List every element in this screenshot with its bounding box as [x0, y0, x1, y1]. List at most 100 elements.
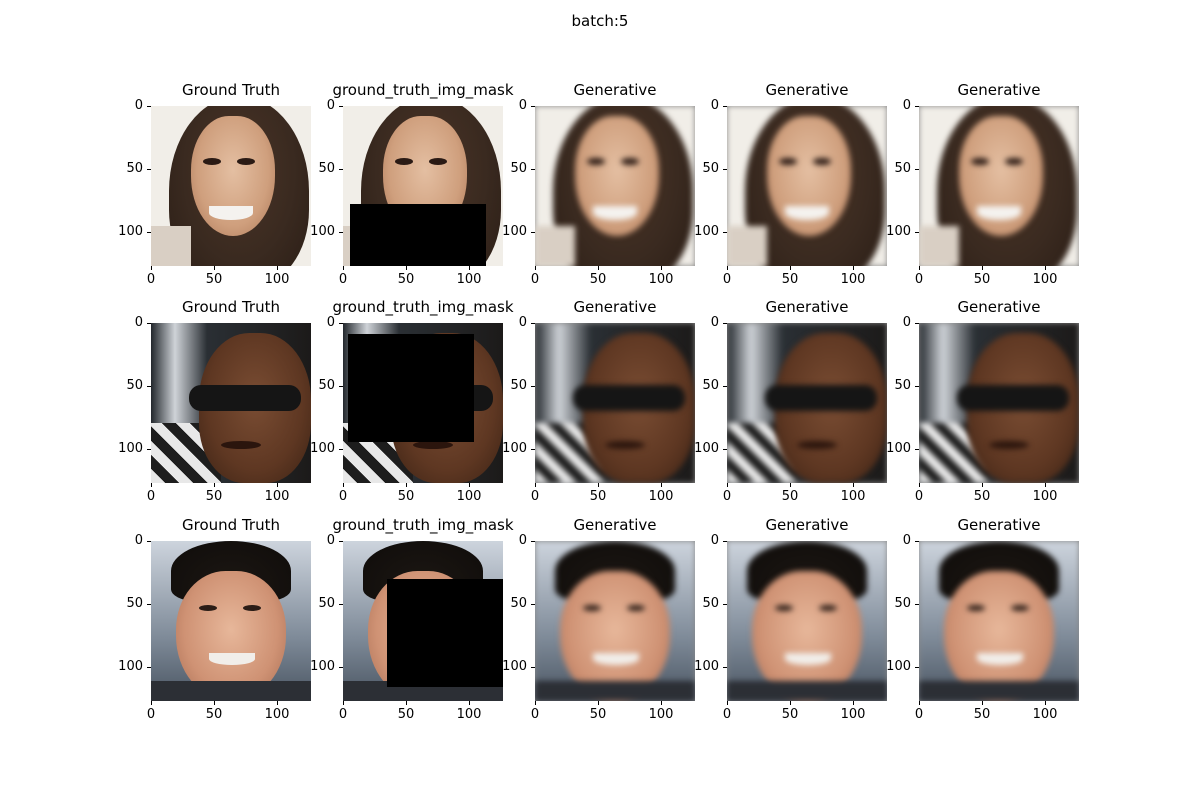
image-region: [621, 158, 639, 165]
image-region: [1011, 605, 1029, 611]
subplot-panel: ground_truth_img_mask 0 50 100 0 50 100: [310, 298, 513, 504]
y-tick-label: 0: [497, 315, 535, 330]
subplot-title: Generative: [957, 81, 1041, 99]
image-region: [752, 571, 862, 701]
y-tick-label: 50: [113, 596, 151, 611]
x-tick-label: 50: [962, 701, 1002, 722]
y-tick-label: 0: [305, 533, 343, 548]
subplot-panel: Ground Truth 0 50 100 0 50 100: [118, 81, 311, 287]
image-region: [243, 605, 261, 611]
subplot-title: ground_truth_img_mask: [332, 516, 514, 534]
face-image: [343, 541, 503, 701]
image-region: [209, 653, 255, 665]
x-tick-label: 50: [770, 483, 810, 504]
x-tick-label: 0: [899, 483, 939, 504]
y-tick-label: 0: [113, 315, 151, 330]
face-image: [343, 323, 503, 483]
x-tick-label: 0: [131, 266, 171, 287]
x-tick-label: 50: [578, 701, 618, 722]
image-region: [605, 441, 645, 449]
subplot-panel: ground_truth_img_mask 0 50 100 0 50 100: [310, 516, 513, 722]
subplot-title: Ground Truth: [182, 81, 280, 99]
image-region: [957, 385, 1069, 411]
face-image: [151, 323, 311, 483]
x-tick-label: 50: [194, 701, 234, 722]
y-tick-label: 100: [305, 441, 343, 456]
y-tick-label: 100: [689, 224, 727, 239]
y-tick-label: 100: [113, 224, 151, 239]
y-tick-label: 50: [689, 378, 727, 393]
y-tick-label: 0: [305, 315, 343, 330]
image-region: [967, 605, 985, 611]
y-tick-label: 100: [689, 441, 727, 456]
x-tick-label: 100: [833, 483, 873, 504]
image-region: [221, 441, 261, 449]
y-tick-label: 50: [305, 161, 343, 176]
y-tick-label: 0: [881, 533, 919, 548]
x-tick-label: 50: [770, 266, 810, 287]
subplot-panel: Generative 0 50 100 0 50 100: [886, 81, 1079, 287]
face-image: [151, 541, 311, 701]
subplot-title: Generative: [765, 81, 849, 99]
image-region: [1005, 158, 1023, 165]
x-tick-label: 0: [515, 701, 555, 722]
subplot-title: Generative: [573, 298, 657, 316]
image-region: [429, 158, 447, 165]
image-region: [785, 653, 831, 665]
subplot-panel: Ground Truth 0 50 100 0 50 100: [118, 516, 311, 722]
x-tick-label: 50: [962, 483, 1002, 504]
image-region: [573, 385, 685, 411]
image-region: [727, 226, 767, 266]
image-region: [919, 681, 1079, 701]
x-tick-label: 50: [386, 266, 426, 287]
subplot-panel: ground_truth_img_mask 0 50 100 0 50 100: [310, 81, 513, 287]
subplot-title: ground_truth_img_mask: [332, 81, 514, 99]
y-tick-label: 0: [689, 315, 727, 330]
y-tick-label: 0: [113, 533, 151, 548]
image-region: [797, 441, 837, 449]
x-tick-label: 0: [323, 266, 363, 287]
y-tick-label: 0: [881, 98, 919, 113]
x-tick-label: 0: [707, 266, 747, 287]
y-tick-label: 50: [689, 161, 727, 176]
image-region: [971, 158, 989, 165]
subplot-panel: Generative 0 50 100 0 50 100: [502, 81, 695, 287]
subplot-panel: Generative 0 50 100 0 50 100: [886, 298, 1079, 504]
image-region: [989, 441, 1029, 449]
face-image: [919, 323, 1079, 483]
subplot-panel: Generative 0 50 100 0 50 100: [694, 298, 887, 504]
image-region: [977, 206, 1021, 220]
subplot-title: ground_truth_img_mask: [332, 298, 514, 316]
image-region: [199, 605, 217, 611]
image-region: [765, 385, 877, 411]
occlusion-mask: [348, 334, 474, 442]
x-tick-label: 0: [323, 701, 363, 722]
y-tick-label: 100: [881, 224, 919, 239]
image-region: [151, 681, 311, 701]
subplot-panel: Generative 0 50 100 0 50 100: [886, 516, 1079, 722]
y-tick-label: 100: [881, 441, 919, 456]
x-tick-label: 50: [386, 483, 426, 504]
face-image: [919, 106, 1079, 266]
y-tick-label: 0: [881, 315, 919, 330]
y-tick-label: 100: [305, 659, 343, 674]
y-tick-label: 0: [497, 98, 535, 113]
image-region: [813, 158, 831, 165]
y-tick-label: 100: [113, 659, 151, 674]
y-tick-label: 50: [881, 378, 919, 393]
y-tick-label: 100: [881, 659, 919, 674]
subplot-title: Generative: [573, 516, 657, 534]
x-tick-label: 0: [515, 483, 555, 504]
image-region: [593, 653, 639, 665]
y-tick-label: 0: [113, 98, 151, 113]
face-image: [535, 106, 695, 266]
x-tick-label: 50: [194, 483, 234, 504]
y-tick-label: 100: [689, 659, 727, 674]
subplot-title: Generative: [765, 298, 849, 316]
image-region: [819, 605, 837, 611]
subplot-panel: Generative 0 50 100 0 50 100: [502, 516, 695, 722]
face-image: [535, 541, 695, 701]
face-image: [535, 323, 695, 483]
y-tick-label: 50: [497, 378, 535, 393]
y-tick-label: 100: [497, 224, 535, 239]
